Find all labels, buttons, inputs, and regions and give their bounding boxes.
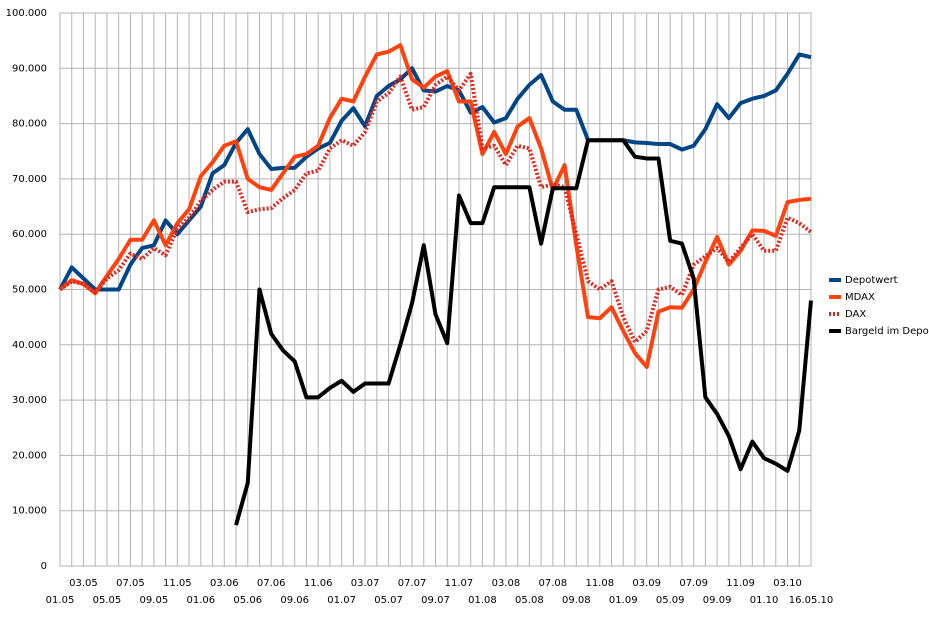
x-tick-label: 07.06 — [257, 578, 286, 589]
x-tick-label: 01.10 — [750, 595, 779, 606]
x-tick-label: 09.09 — [703, 595, 732, 606]
data-line — [234, 138, 813, 526]
x-tick-label: 16.05.10 — [789, 595, 834, 606]
x-tick-label: 07.07 — [398, 578, 427, 589]
x-tick-label: 03.08 — [492, 578, 521, 589]
legend-label: Depotwert — [845, 275, 898, 286]
y-tick-label: 40.000 — [12, 340, 47, 351]
x-tick-label: 11.07 — [445, 578, 474, 589]
legend-label: MDAX — [845, 292, 875, 303]
y-tick-label: 70.000 — [12, 174, 47, 185]
data-line — [58, 52, 812, 292]
y-tick-label: 60.000 — [12, 229, 47, 240]
x-tick-label: 11.09 — [726, 578, 755, 589]
x-tick-label: 07.05 — [116, 578, 145, 589]
x-tick-label: 03.09 — [632, 578, 661, 589]
x-tick-label: 03.05 — [69, 578, 98, 589]
y-tick-label: 100.000 — [6, 8, 47, 19]
y-tick-label: 10.000 — [12, 506, 47, 517]
x-tick-label: 01.08 — [468, 595, 497, 606]
y-tick-label: 80.000 — [12, 119, 47, 130]
x-tick-label: 05.08 — [515, 595, 544, 606]
x-tick-label: 11.08 — [585, 578, 614, 589]
legend-label: Bargeld im Depot — [845, 326, 929, 337]
x-tick-label: 01.07 — [327, 595, 356, 606]
x-tick-label: 03.10 — [773, 578, 802, 589]
y-tick-label: 30.000 — [12, 395, 47, 406]
x-tick-label: 11.06 — [304, 578, 333, 589]
x-tick-label: 05.09 — [656, 595, 685, 606]
x-tick-label: 07.09 — [679, 578, 708, 589]
x-tick-label: 05.06 — [233, 595, 262, 606]
x-tick-label: 09.08 — [562, 595, 591, 606]
y-tick-label: 0 — [41, 561, 47, 572]
x-tick-label: 03.07 — [351, 578, 380, 589]
x-tick-label: 03.06 — [210, 578, 239, 589]
x-tick-label: 01.09 — [609, 595, 638, 606]
x-tick-label: 09.07 — [421, 595, 450, 606]
y-tick-label: 50.000 — [12, 285, 47, 296]
x-tick-label: 01.06 — [186, 595, 215, 606]
data-line — [58, 71, 813, 345]
x-tick-label: 07.08 — [539, 578, 568, 589]
x-tick-label: 09.05 — [140, 595, 169, 606]
y-tick-label: 90.000 — [12, 63, 47, 74]
x-tick-label: 05.07 — [374, 595, 403, 606]
y-tick-label: 20.000 — [12, 450, 47, 461]
legend-label: DAX — [845, 309, 866, 320]
x-tick-label: 05.05 — [93, 595, 122, 606]
x-tick-label: 01.05 — [46, 595, 75, 606]
data-line — [58, 43, 812, 369]
x-tick-label: 11.05 — [163, 578, 192, 589]
x-tick-label: 09.06 — [280, 595, 309, 606]
